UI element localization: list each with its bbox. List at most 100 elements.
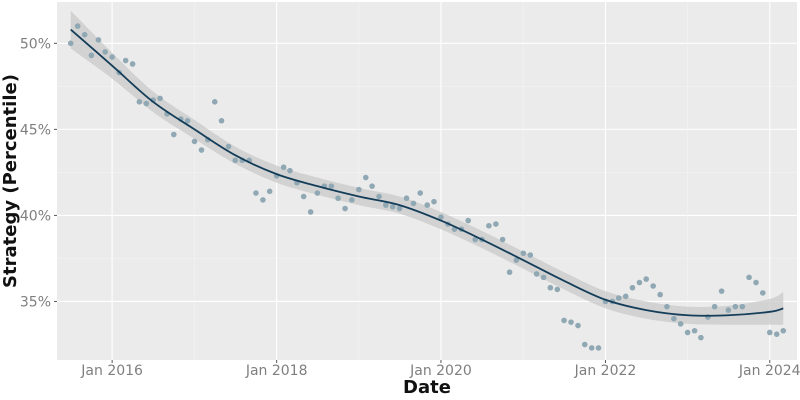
- data-point: [280, 164, 287, 171]
- data-point: [465, 217, 471, 224]
- data-point: [547, 284, 554, 291]
- trend-line-group: [70, 28, 784, 317]
- data-point: [499, 236, 506, 243]
- data-point: [349, 197, 355, 203]
- data-point: [376, 193, 382, 200]
- data-point: [122, 57, 129, 64]
- x-axis-title: Date: [403, 377, 451, 398]
- data-point: [260, 197, 266, 203]
- data-point: [218, 117, 225, 124]
- data-point: [171, 131, 177, 138]
- y-tick-label: 50%: [20, 36, 51, 52]
- data-point: [396, 205, 403, 212]
- data-point: [691, 327, 698, 334]
- data-point: [657, 291, 663, 298]
- x-tick-label: Jan 2024: [738, 363, 800, 379]
- data-point: [725, 307, 732, 313]
- x-tick-label: Jan 2022: [574, 363, 637, 379]
- y-tick-label: 40%: [20, 208, 51, 224]
- data-point: [739, 303, 746, 310]
- data-point: [362, 174, 369, 181]
- data-point: [581, 341, 588, 348]
- data-point: [540, 274, 547, 281]
- data-point: [198, 147, 205, 153]
- data-point: [533, 271, 540, 277]
- data-point: [671, 315, 677, 322]
- data-point: [622, 293, 629, 300]
- data-point: [718, 288, 725, 294]
- data-point: [136, 99, 143, 105]
- data-point: [129, 61, 136, 67]
- x-tick-label: Jan 2020: [409, 363, 472, 379]
- data-point: [143, 100, 150, 107]
- data-point: [684, 329, 691, 336]
- data-point: [342, 205, 348, 212]
- trend-line: [70, 28, 784, 317]
- data-point: [431, 198, 437, 205]
- data-point: [732, 303, 739, 310]
- data-point: [643, 276, 650, 282]
- data-point: [232, 157, 239, 164]
- data-point: [211, 99, 218, 105]
- data-point: [157, 95, 163, 102]
- data-point: [650, 283, 656, 289]
- data-point: [520, 250, 527, 257]
- data-point: [472, 236, 478, 243]
- data-point: [698, 334, 704, 341]
- data-point: [486, 222, 492, 229]
- data-point: [266, 188, 273, 195]
- data-point: [253, 190, 259, 196]
- data-point: [109, 54, 115, 60]
- data-point: [403, 195, 410, 202]
- data-point: [383, 202, 389, 208]
- data-point: [81, 31, 88, 38]
- y-axis-title: Strategy (Percentile): [0, 74, 21, 288]
- data-point: [95, 37, 102, 43]
- data-point: [636, 279, 643, 286]
- plot-panel: [57, 2, 797, 360]
- data-point: [711, 303, 718, 310]
- data-point: [307, 209, 314, 215]
- data-point: [759, 290, 766, 296]
- data-point: [328, 183, 335, 189]
- x-tick-label: Jan 2018: [245, 363, 308, 379]
- data-point: [389, 204, 396, 210]
- data-point: [595, 345, 602, 351]
- data-point: [417, 190, 424, 196]
- data-point: [588, 345, 595, 351]
- data-point: [356, 186, 362, 193]
- data-point: [664, 303, 670, 310]
- x-axis-ticks: Jan 2016 Jan 2018 Jan 2020 Jan 2022 Jan 2024: [80, 360, 800, 379]
- data-point: [369, 183, 375, 189]
- data-points: [67, 23, 787, 351]
- data-point: [191, 138, 198, 145]
- data-point: [88, 52, 95, 59]
- data-point: [554, 286, 561, 293]
- data-point: [513, 257, 520, 263]
- data-point: [766, 329, 773, 336]
- data-point: [568, 319, 574, 325]
- data-point: [527, 252, 534, 258]
- data-point: [102, 49, 108, 55]
- y-tick-label: 35%: [20, 294, 51, 310]
- data-point: [615, 295, 622, 301]
- data-point: [677, 321, 684, 327]
- data-point: [773, 331, 780, 337]
- data-point: [67, 40, 74, 47]
- data-point: [629, 284, 636, 291]
- data-point: [314, 190, 321, 196]
- data-point: [753, 279, 759, 286]
- data-point: [780, 327, 787, 334]
- y-tick-label: 45%: [20, 122, 51, 138]
- data-point: [225, 143, 232, 150]
- y-axis-ticks: 35% 40% 45% 50%: [20, 36, 57, 310]
- data-point: [410, 200, 417, 207]
- data-point: [493, 221, 499, 227]
- data-point: [287, 167, 293, 174]
- data-point: [184, 117, 191, 124]
- data-point: [335, 195, 341, 202]
- data-point: [424, 202, 431, 208]
- data-point: [575, 322, 581, 329]
- data-point: [74, 23, 81, 29]
